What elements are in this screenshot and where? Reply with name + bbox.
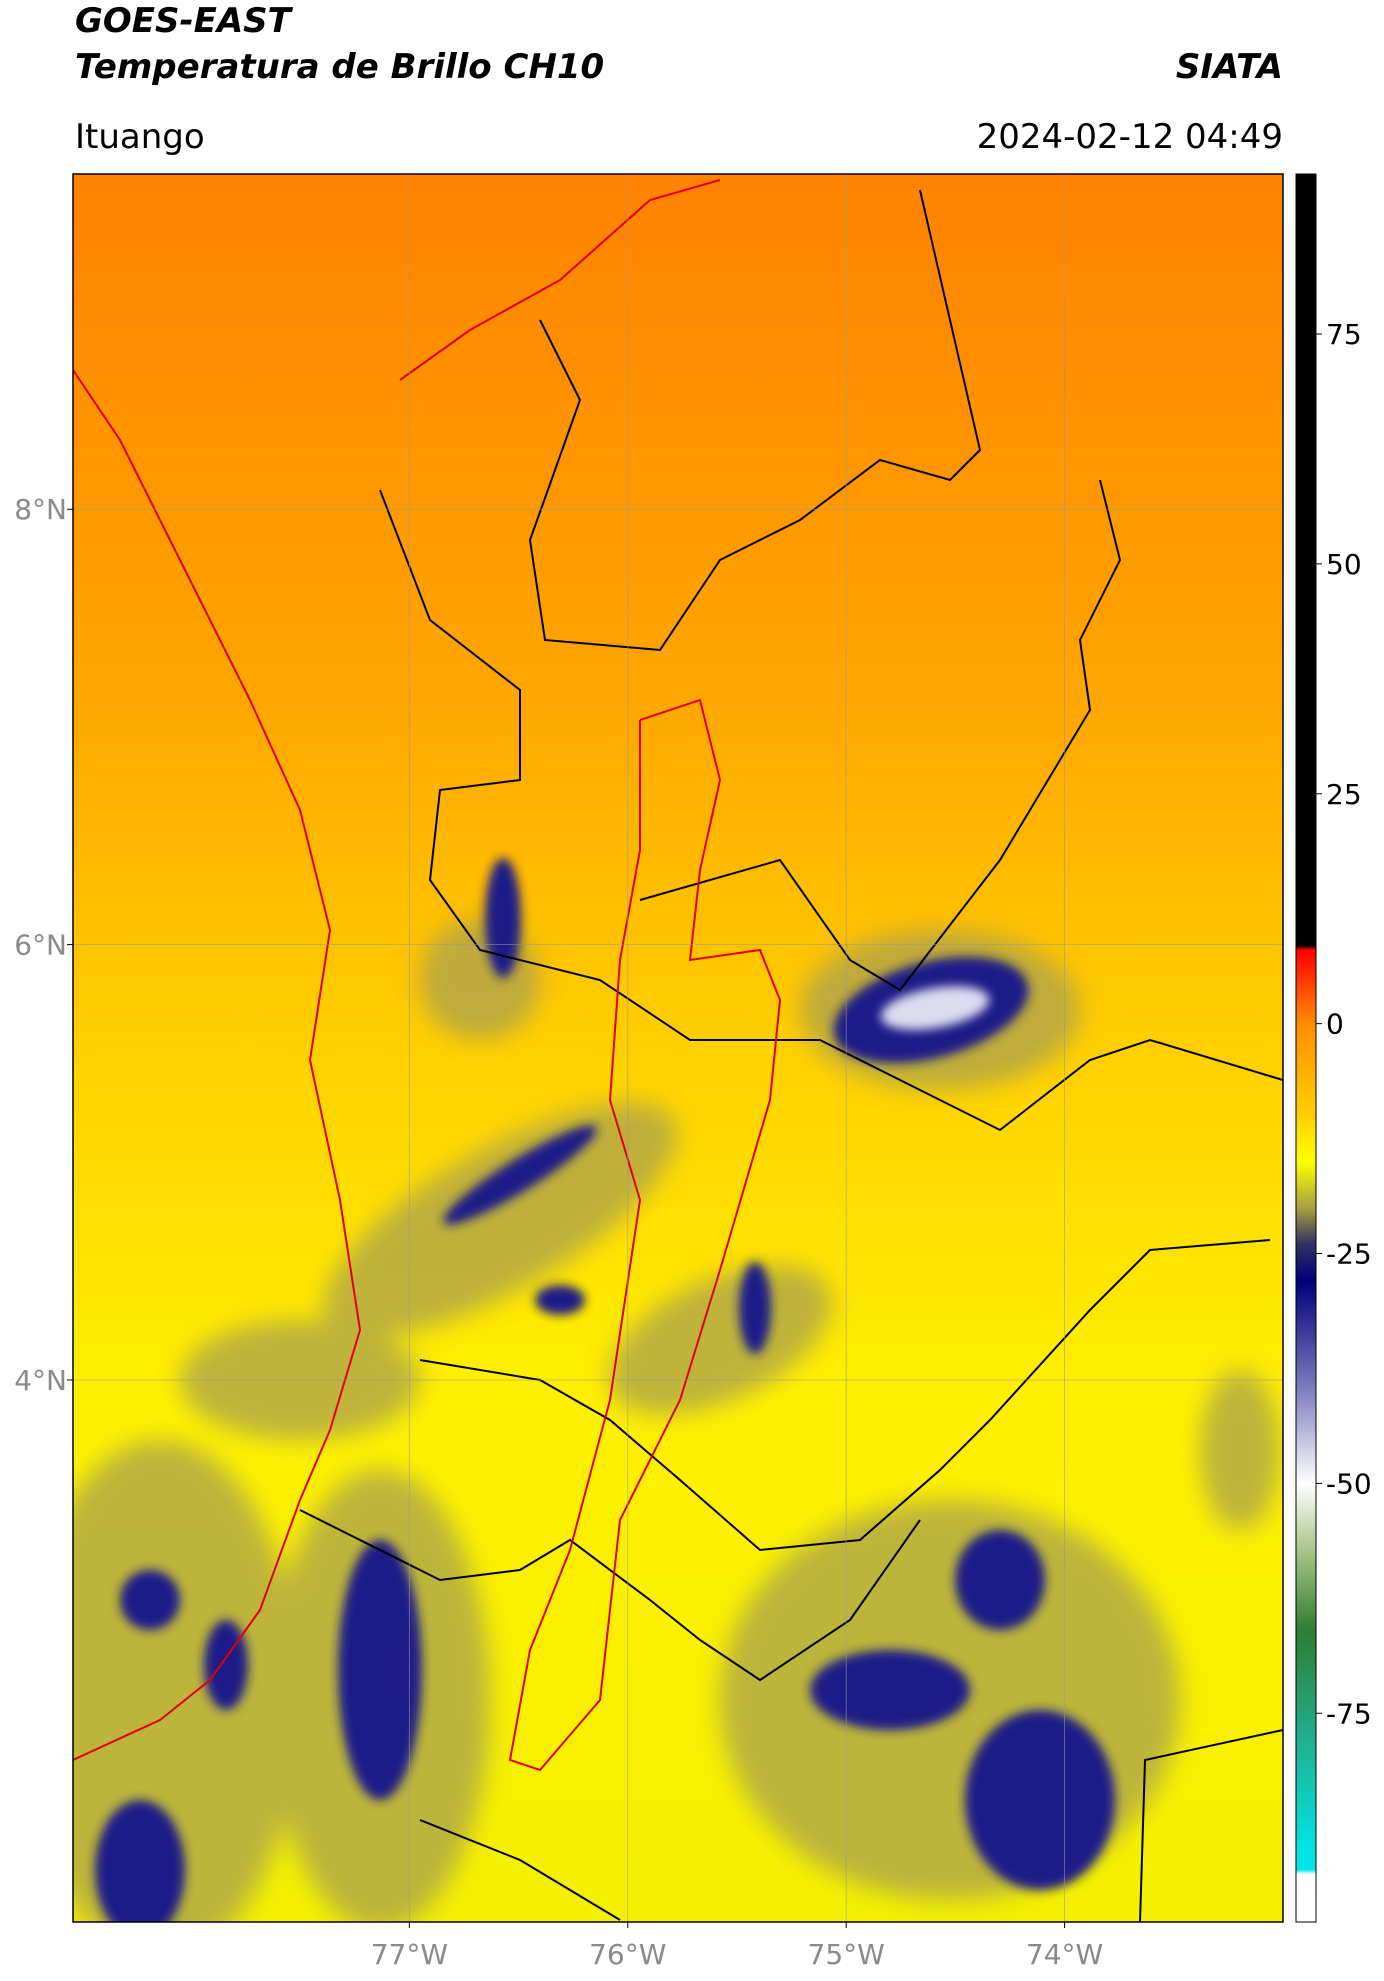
y-tick-label: 8°N (14, 493, 67, 526)
title: GOES-EAST (75, 1, 294, 41)
colorbar-label: -25 (1326, 1238, 1372, 1271)
subtitle: Temperatura de Brillo CH10 (75, 47, 604, 87)
y-tick-label: 4°N (14, 1364, 67, 1397)
x-tick-label: 76°W (589, 1938, 666, 1971)
y-tick-label: 6°N (14, 929, 67, 962)
colorbar-label: 25 (1326, 778, 1362, 811)
map-frame (72, 173, 1284, 1923)
colorbar-label: -75 (1326, 1697, 1372, 1730)
source: SIATA (1176, 47, 1283, 87)
x-tick-label: 74°W (1026, 1938, 1103, 1971)
colorbar (1295, 173, 1317, 1923)
colorbar-label: 0 (1326, 1008, 1344, 1041)
colorbar-label: -50 (1326, 1467, 1372, 1500)
x-tick-label: 77°W (371, 1938, 448, 1971)
location: Ituango (75, 117, 205, 157)
datetime: 2024-02-12 04:49 (977, 117, 1283, 157)
colorbar-label: 75 (1326, 318, 1362, 351)
map-image (73, 174, 1283, 1922)
x-tick-label: 75°W (808, 1938, 885, 1971)
colorbar-label: 50 (1326, 548, 1362, 581)
